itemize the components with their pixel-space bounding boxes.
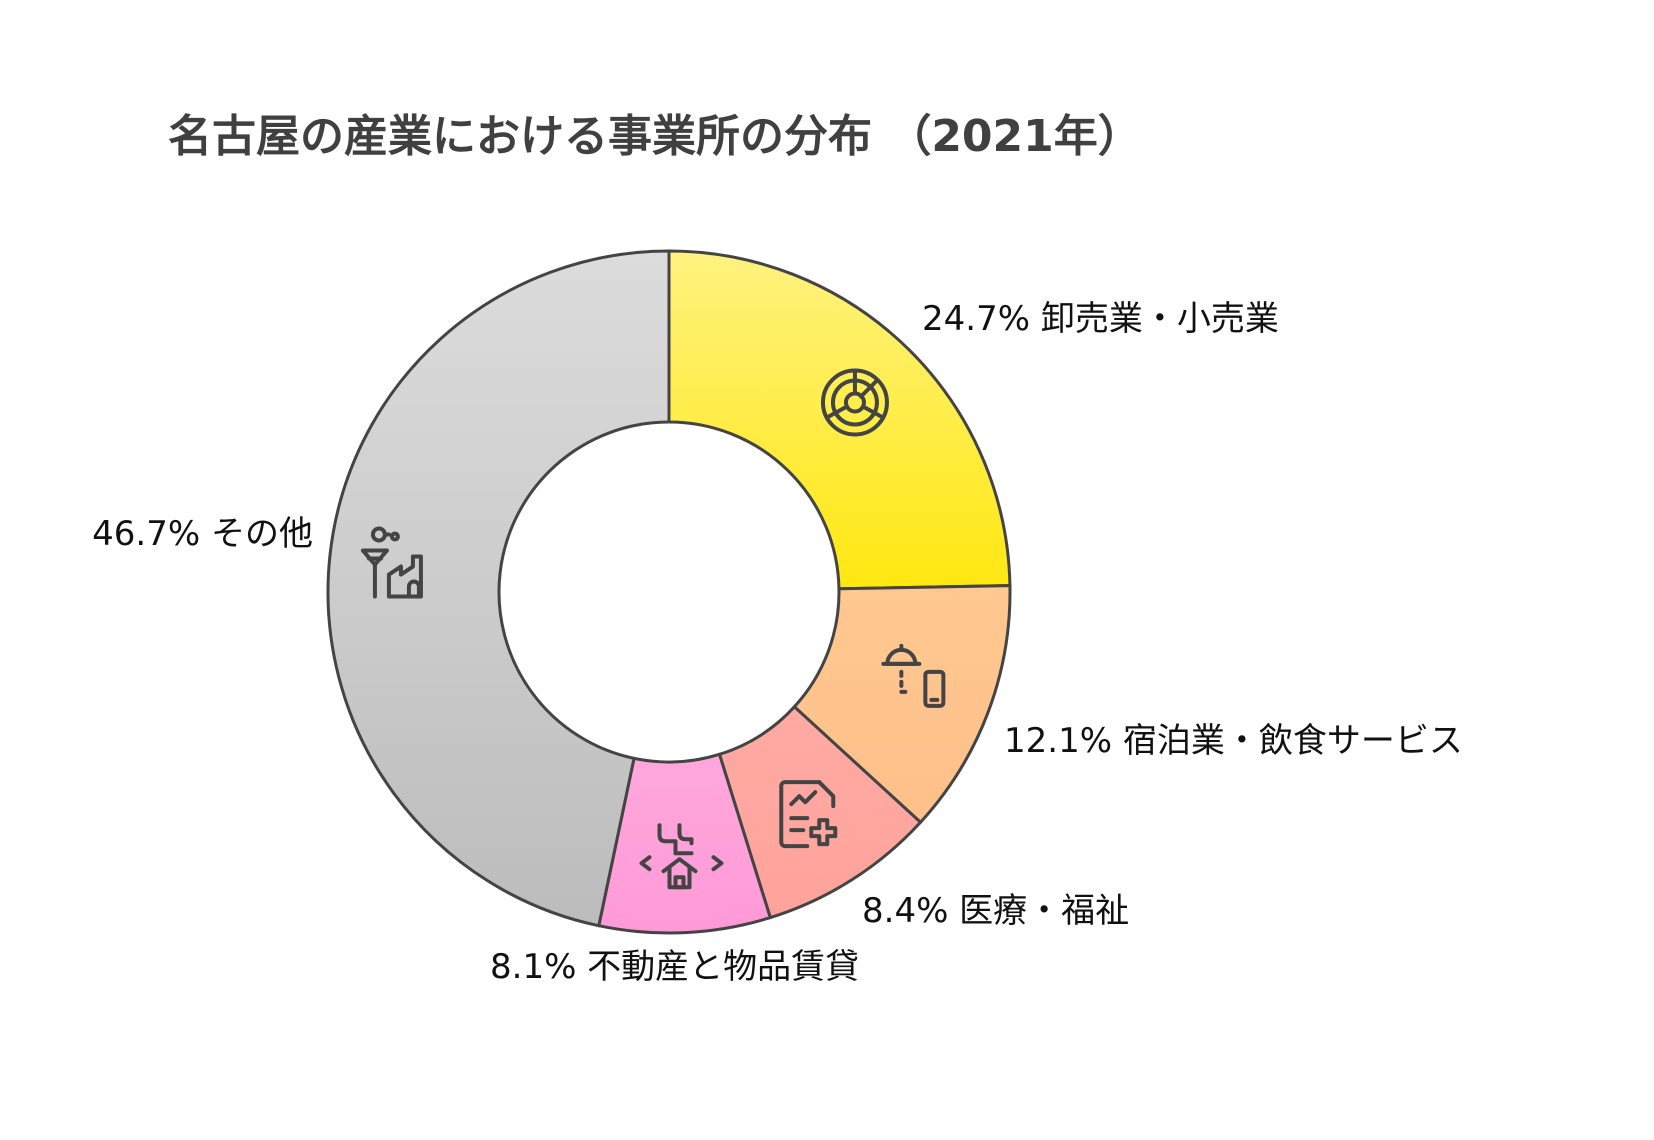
icons-layer: [360, 368, 946, 890]
real-estate-icon: [639, 823, 724, 890]
donut-slice: [326, 249, 671, 928]
slice-label: 12.1% 宿泊業・飲食サービス: [1004, 721, 1463, 761]
chart-title: 名古屋の産業における事業所の分布 （2021年）: [168, 111, 1142, 162]
slice-label: 8.1% 不動産と物品賃貸: [490, 947, 859, 987]
pie-chart-icon: [820, 368, 889, 437]
labels-layer: 24.7% 卸売業・小売業 12.1% 宿泊業・飲食サービス 8.4% 医療・福祉8…: [92, 299, 1463, 987]
slice-label: 8.4% 医療・福祉: [862, 891, 1129, 931]
slices-layer: [326, 249, 1012, 935]
slice-label: 24.7% 卸売業・小売業: [922, 299, 1279, 339]
slice-label: 46.7% その他: [92, 514, 313, 554]
food-delivery-icon: [881, 643, 946, 708]
medical-report-icon: [779, 780, 838, 849]
donut-slice: [792, 584, 1012, 825]
factory-icon: [360, 526, 423, 599]
